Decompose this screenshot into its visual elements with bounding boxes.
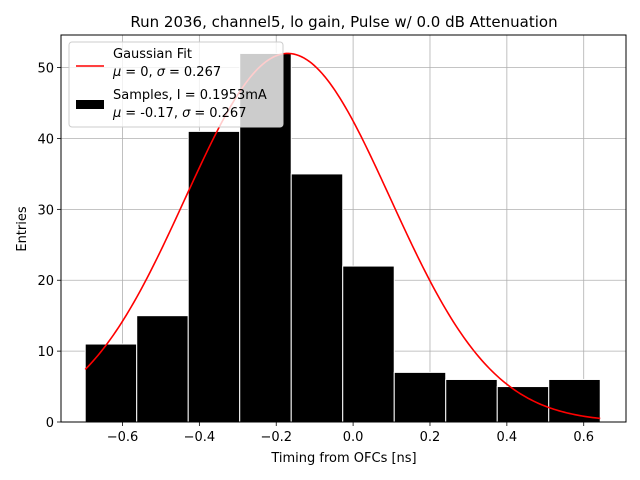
y-axis-ticks: 0 10 20 30 40 50 [37, 62, 61, 431]
x-tick-label: 0.2 [420, 430, 441, 445]
legend-fit-sigma-symbol: σ [157, 65, 166, 80]
gaussian-fit-line [84, 52, 601, 420]
x-tick-label: −0.4 [184, 430, 216, 445]
legend-samples-sep: , [174, 106, 182, 121]
y-tick-label: 10 [37, 345, 54, 360]
histogram-bar [136, 315, 189, 423]
legend-samples-mu-symbol: μ [112, 106, 121, 121]
legend-samples-stats: μ = -0.17, σ = 0.267 [112, 106, 246, 121]
y-tick-label: 0 [46, 416, 54, 431]
legend: Gaussian Fit μ = 0, σ = 0.267 Samples, I = 0… [68, 41, 284, 128]
y-tick-label: 50 [37, 62, 54, 77]
legend-fit-sigma-eq: = [169, 65, 180, 80]
histogram-bar [393, 371, 447, 423]
legend-box [68, 41, 284, 128]
legend-fit-sep: , [148, 65, 156, 80]
y-axis-title: Entries [15, 206, 30, 252]
y-tick-label: 20 [37, 274, 54, 289]
histogram-bar [342, 265, 395, 423]
histogram-bar [84, 343, 138, 423]
x-tick-label: 0.6 [573, 430, 594, 445]
x-axis-title: Timing from OFCs [ns] [270, 451, 416, 466]
legend-samples-sigma-value: 0.267 [209, 106, 246, 121]
legend-fit-stats: μ = 0, σ = 0.267 [112, 65, 221, 80]
histogram-bar [290, 173, 344, 423]
y-tick-label: 40 [37, 132, 54, 147]
legend-fit-mu-eq: = [125, 65, 136, 80]
chart-title: Run 2036, channel5, lo gain, Pulse w/ 0.… [130, 13, 557, 31]
legend-fit-sigma-value: 0.267 [184, 65, 221, 80]
gaussian-fit [84, 52, 601, 420]
legend-samples-sigma-eq: = [194, 106, 205, 121]
legend-samples-swatch [76, 100, 104, 109]
legend-samples-mu-value: -0.17 [140, 106, 174, 121]
legend-fit-mu-symbol: μ [112, 65, 121, 80]
x-axis-ticks: −0.6 −0.4 −0.2 0.0 0.2 0.4 0.6 [107, 422, 594, 445]
x-tick-label: −0.6 [107, 430, 139, 445]
legend-samples-mu-eq: = [125, 106, 136, 121]
legend-fit-mu-value: 0 [140, 65, 148, 80]
legend-fit-label: Gaussian Fit [113, 47, 192, 62]
y-tick-label: 30 [37, 203, 54, 218]
histogram-bar [548, 378, 601, 423]
histogram-bar [445, 378, 498, 423]
legend-samples-sigma-symbol: σ [182, 106, 191, 121]
x-tick-label: 0.0 [343, 430, 364, 445]
x-tick-label: −0.2 [260, 430, 292, 445]
legend-samples-label: Samples, I = 0.1953mA [113, 88, 267, 103]
plot-frame [60, 34, 627, 423]
x-tick-label: 0.4 [497, 430, 518, 445]
